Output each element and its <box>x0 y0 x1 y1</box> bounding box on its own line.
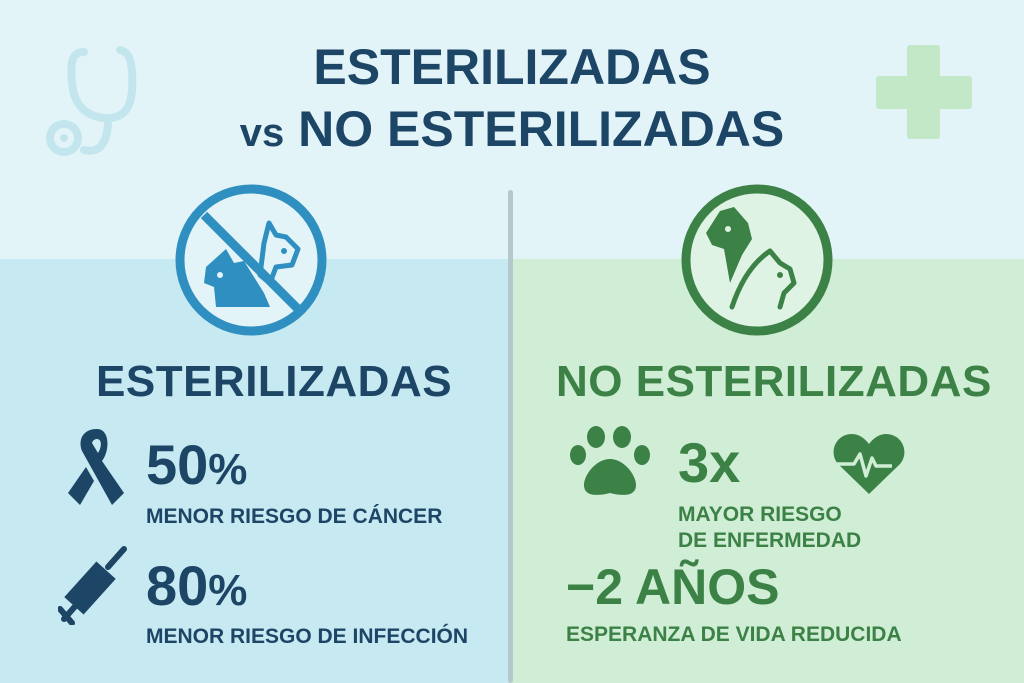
ribbon-icon <box>68 429 124 505</box>
stat-disease-value: 3x <box>678 431 741 494</box>
stat-cancer-value: 50% <box>146 433 248 496</box>
stat-disease-label: MAYOR RIESGO DE ENFERMEDAD <box>678 503 862 553</box>
paw-icon <box>570 426 650 495</box>
stat-lifespan-value: −2 AÑOS <box>566 559 780 615</box>
no-pets-icon <box>175 184 327 336</box>
title-line-2-text: NO ESTERILIZADAS <box>298 101 785 157</box>
heart-pulse-icon <box>833 434 905 494</box>
heading-sterilized: ESTERILIZADAS <box>96 357 453 406</box>
heading-not-sterilized: NO ESTERILIZADAS <box>556 357 992 406</box>
title-line-2: vs NO ESTERILIZADAS <box>150 100 874 158</box>
stat-lifespan-label: ESPERANZA DE VIDA REDUCIDA <box>566 623 902 646</box>
medical-cross-icon <box>876 45 972 139</box>
title-line-1: ESTERILIZADAS <box>313 39 711 95</box>
pets-icon <box>681 184 833 336</box>
syringe-icon <box>58 546 127 625</box>
stethoscope-icon <box>46 46 137 156</box>
stat-cancer-label: MENOR RIESGO DE CÁNCER <box>146 505 443 528</box>
title-vs: vs <box>239 111 285 155</box>
stat-infection-label: MENOR RIESGO DE INFECCIÓN <box>146 625 469 648</box>
stat-infection-value: 80% <box>146 554 248 617</box>
divider <box>508 190 513 683</box>
